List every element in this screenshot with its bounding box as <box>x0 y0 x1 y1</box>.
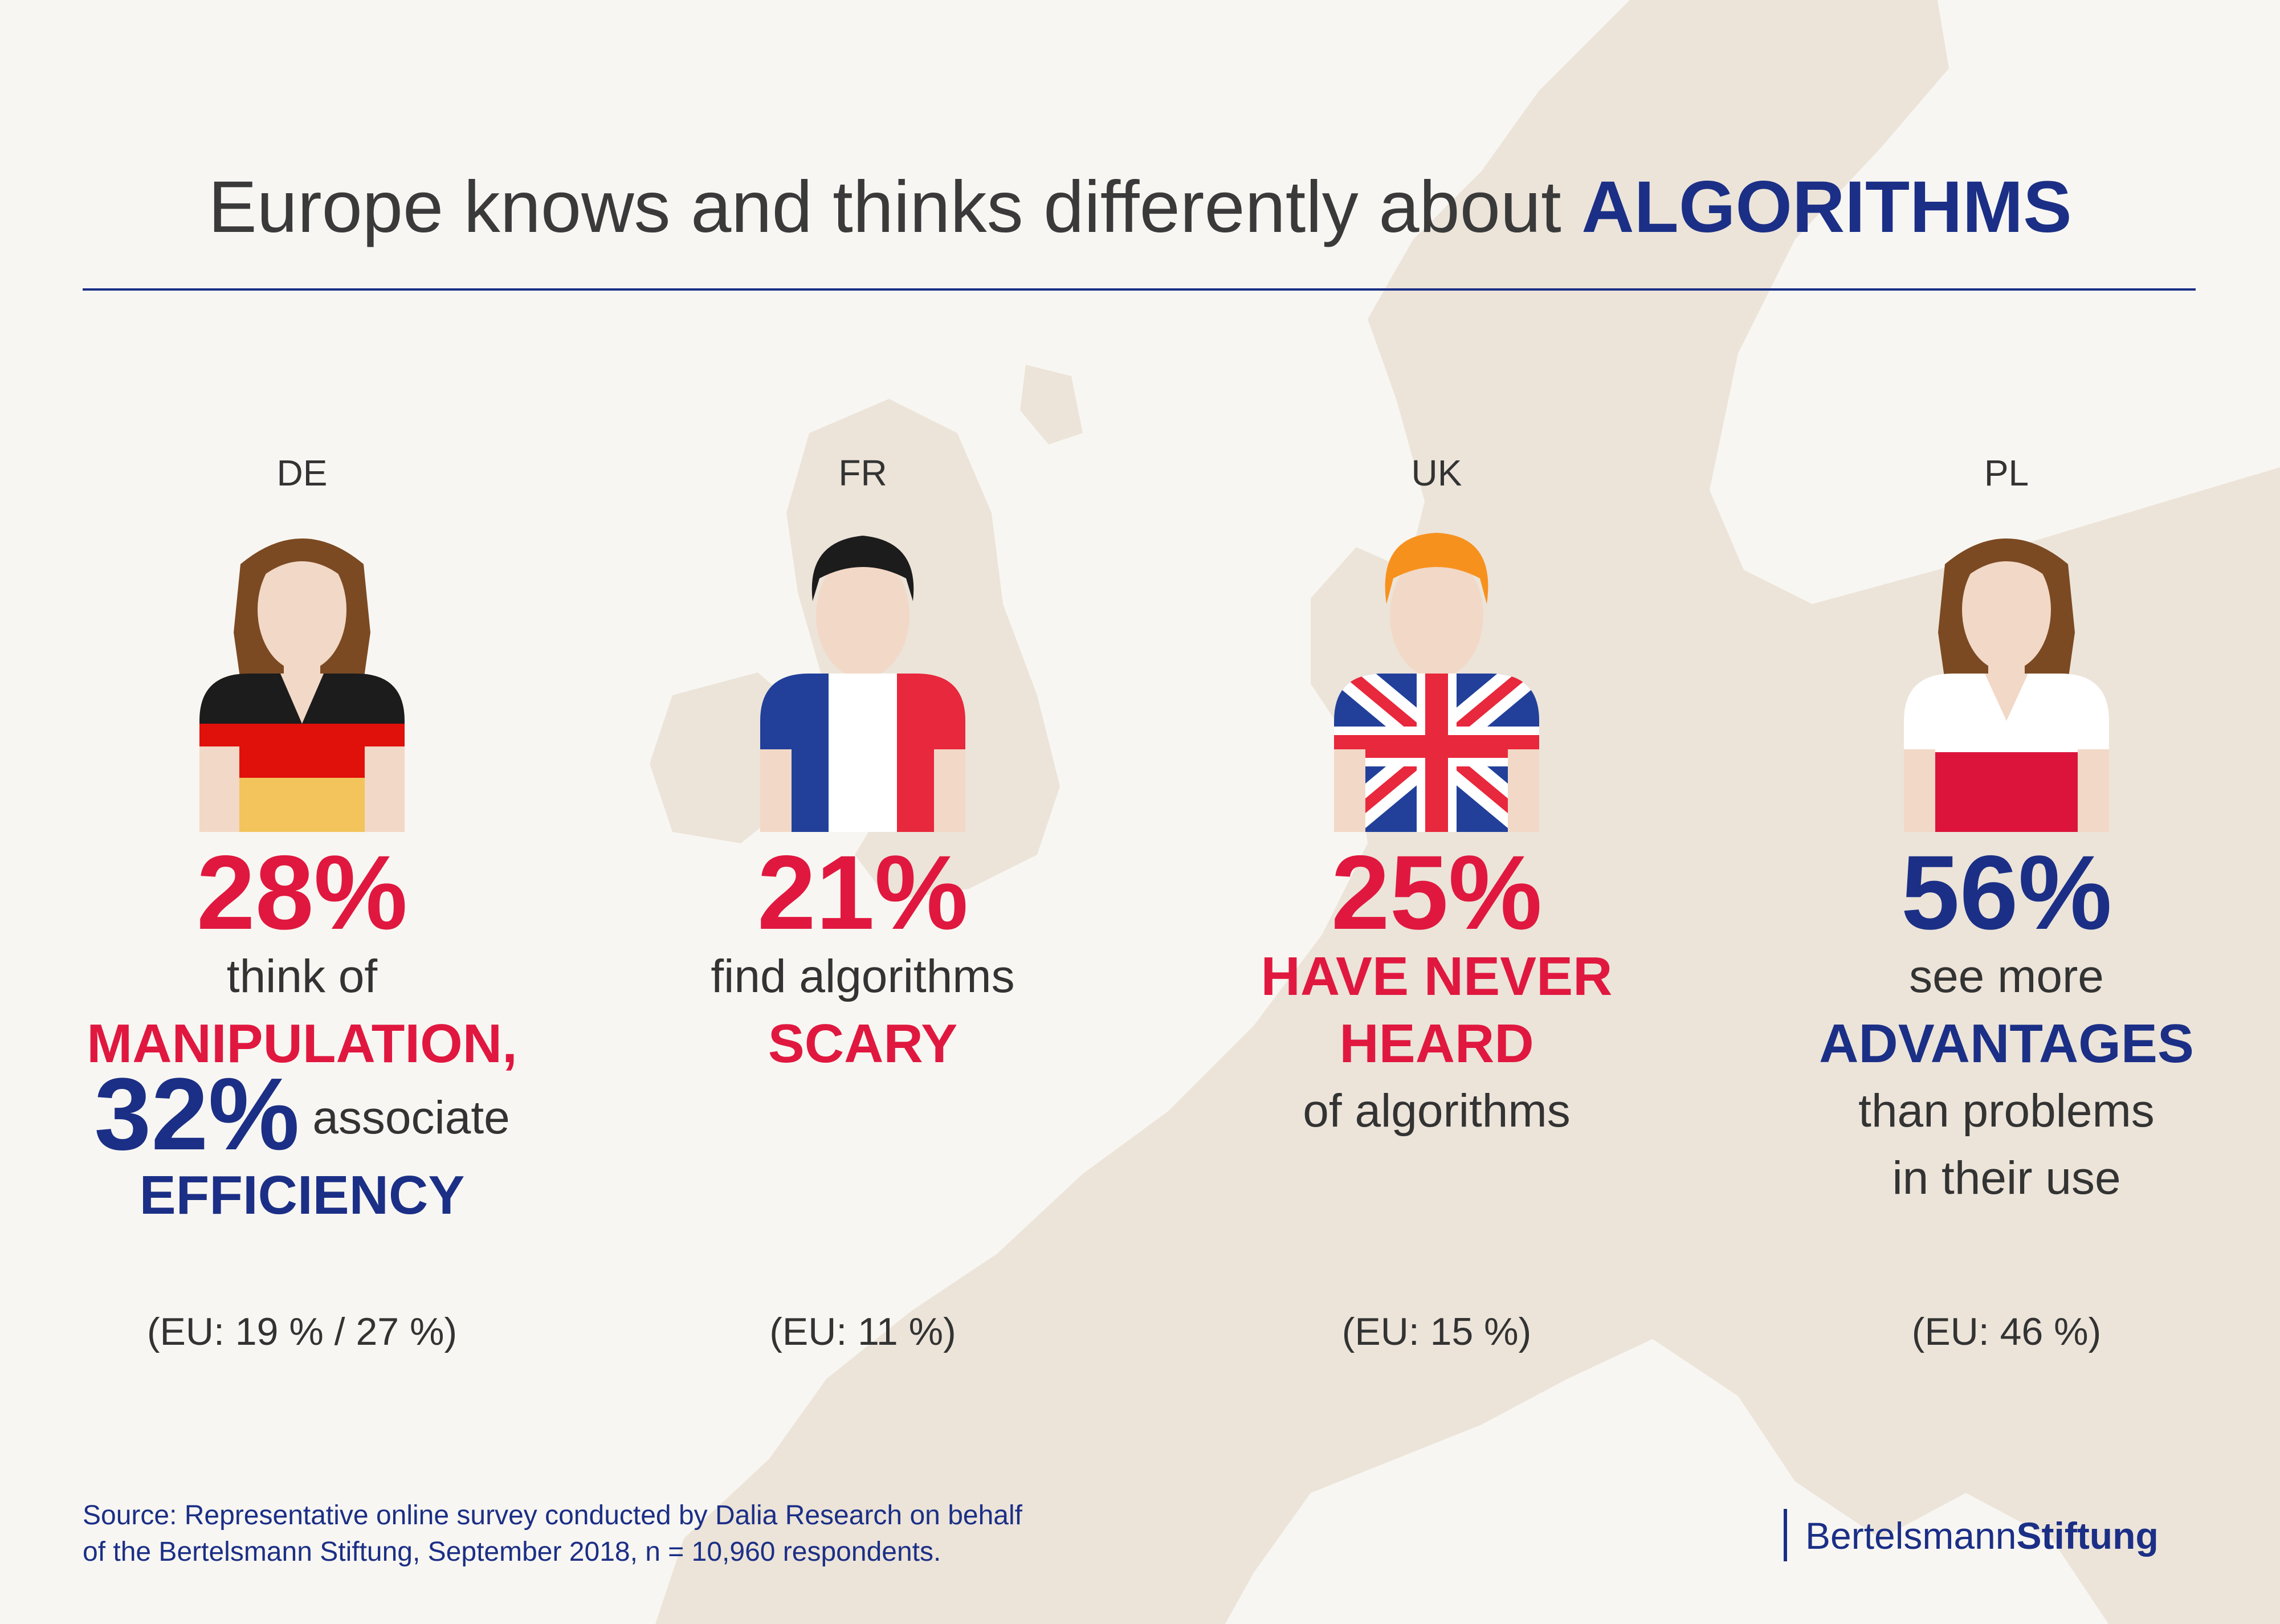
logo-part-1: Bertelsmann <box>1805 1515 2017 1557</box>
page-title: Europe knows and thinks differently abou… <box>0 165 2280 249</box>
fr-eu-value: (EU: 11 %) <box>769 1310 956 1353</box>
country-code: PL <box>1984 452 2029 493</box>
de-line1: think of <box>226 950 378 1002</box>
pl-percent: 56% <box>1900 834 2112 952</box>
country-column-de: DE 28% think of MANIPULATION, 32% associ… <box>17 450 587 1229</box>
country-column-uk: UK 25% HAVE NEVER HEARD of algorithms <box>1152 450 1722 1145</box>
person-union-jack-icon <box>1334 533 1539 832</box>
logo-bar <box>1784 1509 1787 1561</box>
source-line-1: Source: Representative online survey con… <box>83 1500 1022 1531</box>
person-poland-flag-icon <box>1904 538 2109 832</box>
de-second-line: 32% associate <box>17 1063 587 1166</box>
de-eu-value: (EU: 19 % / 27 %) <box>146 1310 458 1353</box>
country-code: DE <box>276 452 328 493</box>
pl-line3: in their use <box>1892 1152 2121 1204</box>
bertelsmann-stiftung-logo: BertelsmannStiftung <box>1784 1509 2159 1561</box>
person-germany-flag-icon <box>199 538 405 832</box>
uk-eu-value: (EU: 15 %) <box>1341 1310 1532 1353</box>
country-code: UK <box>1411 452 1462 493</box>
title-divider <box>83 288 2196 291</box>
uk-percent: 25% <box>1331 834 1543 952</box>
uk-emphasis-2: HEARD <box>1339 1013 1534 1074</box>
pl-emphasis: ADVANTAGES <box>1819 1013 2194 1074</box>
pl-line1: see more <box>1909 950 2104 1002</box>
person-france-flag-icon <box>760 536 965 832</box>
logo-part-2: Stiftung <box>2016 1515 2159 1557</box>
de-second-emphasis: EFFICIENCY <box>139 1165 465 1226</box>
de-emphasis: MANIPULATION, <box>87 1013 517 1074</box>
fr-emphasis: SCARY <box>768 1013 958 1074</box>
de-second-percent: 32% <box>94 1057 300 1172</box>
de-second-text: associate <box>312 1092 510 1144</box>
title-prefix: Europe knows and thinks differently abou… <box>208 166 1561 248</box>
title-accent: ALGORITHMS <box>1581 166 2072 248</box>
country-column-pl: PL 56% see more ADVANTAGES than problems… <box>1722 450 2280 1212</box>
uk-emphasis-1: HAVE NEVER <box>1261 946 1613 1007</box>
fr-line1: find algorithms <box>711 950 1015 1002</box>
source-line-2: of the Bertelsmann Stiftung, September 2… <box>83 1537 941 1567</box>
uk-line2: of algorithms <box>1303 1085 1571 1137</box>
source-note: Source: Representative online survey con… <box>83 1497 1022 1570</box>
fr-percent: 21% <box>757 834 969 952</box>
country-code: FR <box>838 452 887 493</box>
pl-line2: than problems <box>1858 1085 2155 1137</box>
country-column-fr: FR 21% find algorithms SCARY <box>578 450 1148 1078</box>
pl-eu-value: (EU: 46 %) <box>1911 1310 2102 1353</box>
de-percent: 28% <box>196 834 408 952</box>
